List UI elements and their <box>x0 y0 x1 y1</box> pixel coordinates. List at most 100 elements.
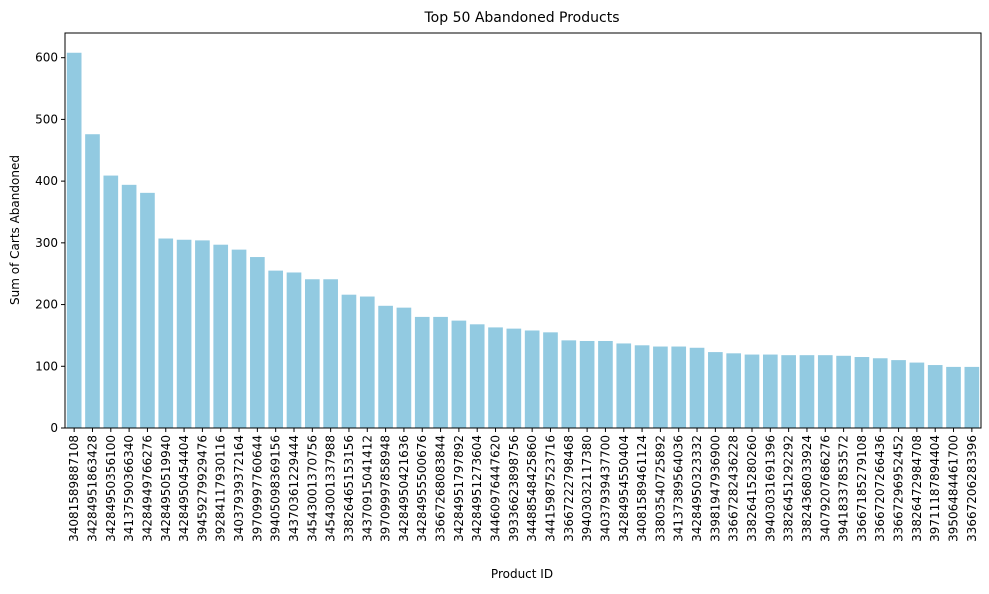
x-tick-label: 33824368033924 <box>800 435 814 542</box>
x-tick-label: 34284951797892 <box>452 435 466 542</box>
x-tick-label: 33667296952452 <box>892 435 906 542</box>
x-tick-label: 34284949766276 <box>140 435 154 542</box>
bar-28 <box>561 340 577 428</box>
x-tick-label: 34037939372164 <box>232 435 246 542</box>
bar-23 <box>469 324 485 428</box>
x-tick-label: 39336623898756 <box>507 435 521 542</box>
bar-22 <box>451 320 467 428</box>
bar-8 <box>195 240 210 429</box>
x-axis-label: Product ID <box>491 567 553 581</box>
x-tick-label: 33667268083844 <box>434 435 448 542</box>
bar-44 <box>854 357 870 428</box>
bar-30 <box>598 340 613 428</box>
x-tick-label: 33667282436228 <box>727 435 741 542</box>
bar-11 <box>250 257 265 428</box>
plot-area <box>64 32 982 429</box>
x-tick-label: 39403031691396 <box>763 435 777 542</box>
bar-6 <box>158 238 174 428</box>
bar-5 <box>140 192 155 428</box>
x-tick-label: 33667206283396 <box>965 435 979 542</box>
x-tick-label: 34079207686276 <box>818 435 832 542</box>
bar-34 <box>671 346 687 428</box>
bar-18 <box>378 305 393 428</box>
bar-9 <box>213 244 229 428</box>
bar-45 <box>872 358 888 428</box>
x-tick-label: 33667185279108 <box>855 435 869 542</box>
bar-40 <box>781 355 796 428</box>
chart-title: Top 50 Abandoned Products <box>424 10 620 26</box>
bar-46 <box>891 360 906 428</box>
bar-3 <box>103 175 119 428</box>
x-tick-label: 33803540725892 <box>653 435 667 542</box>
x-tick-label: 33667222798468 <box>562 435 576 542</box>
bar-20 <box>414 316 430 428</box>
x-tick-label: 33981947936900 <box>708 435 722 542</box>
bar-17 <box>359 296 375 428</box>
x-tick-label: 34284950356100 <box>104 435 118 542</box>
x-tick-label: 34037939437700 <box>598 435 612 542</box>
x-tick-label: 33826451292292 <box>782 435 796 542</box>
bar-39 <box>762 354 778 428</box>
x-axis: 34081589887108 34284951863428 342849503561… <box>67 428 979 542</box>
bar-31 <box>616 343 632 428</box>
y-tick-label: 300 <box>35 236 58 250</box>
bar-2 <box>85 134 100 428</box>
y-axis: 0 100 200 300 400 500 600 <box>35 51 65 435</box>
bar-26 <box>524 330 540 428</box>
x-tick-label: 39284117930116 <box>214 435 228 542</box>
x-tick-label: 34284951863428 <box>85 435 99 542</box>
x-tick-label: 34284955500676 <box>415 435 429 542</box>
bar-50 <box>964 366 980 428</box>
y-tick-label: 100 <box>35 359 58 373</box>
x-tick-label: 39403032117380 <box>580 435 594 542</box>
x-tick-label: 34284951273604 <box>470 435 484 542</box>
bar-24 <box>488 327 503 428</box>
bar-42 <box>817 355 833 428</box>
x-tick-label: 33826415280260 <box>745 435 759 542</box>
x-tick-label: 34284954550404 <box>617 435 631 542</box>
bar-10 <box>231 249 247 428</box>
x-tick-label: 34370361229444 <box>287 435 301 542</box>
x-tick-label: 34081589461124 <box>635 435 649 542</box>
x-tick-label: 39405098369156 <box>269 435 283 542</box>
x-tick-label: 34137590366340 <box>122 435 136 542</box>
bar-32 <box>634 345 650 428</box>
x-tick-label: 34284950519940 <box>159 435 173 542</box>
x-tick-label: 39418337853572 <box>837 435 851 542</box>
bar-49 <box>946 366 961 428</box>
y-tick-label: 0 <box>50 421 58 435</box>
bar-41 <box>799 355 815 428</box>
x-tick-label: 34370915041412 <box>360 435 374 542</box>
x-tick-label: 34081589887108 <box>67 435 81 542</box>
bar-29 <box>579 340 595 428</box>
bar-16 <box>341 294 357 428</box>
x-tick-label: 39459279929476 <box>195 435 209 542</box>
y-tick-label: 400 <box>35 174 58 188</box>
x-tick-label: 34543001337988 <box>324 435 338 542</box>
bar-33 <box>653 346 668 428</box>
x-tick-label: 39709997858948 <box>379 435 393 542</box>
x-tick-label: 33826465153156 <box>342 435 356 542</box>
bar-27 <box>543 332 558 428</box>
x-tick-label: 39711187894404 <box>928 435 942 542</box>
bar-19 <box>396 307 412 428</box>
x-tick-label: 34284950323332 <box>690 435 704 542</box>
bar-35 <box>689 347 705 428</box>
x-tick-label: 34284950454404 <box>177 435 191 542</box>
bar-47 <box>909 362 925 428</box>
bar-4 <box>121 184 137 428</box>
bar-48 <box>927 365 943 428</box>
x-tick-label: 34284950421636 <box>397 435 411 542</box>
x-tick-label: 39709997760644 <box>250 435 264 542</box>
x-tick-label: 34137389564036 <box>672 435 686 542</box>
bar-15 <box>323 279 338 428</box>
bar-25 <box>506 328 522 428</box>
bar-38 <box>744 354 760 428</box>
x-tick-label: 33826472984708 <box>910 435 924 542</box>
x-tick-label: 34543001370756 <box>305 435 319 542</box>
x-tick-label: 34488548425860 <box>525 435 539 542</box>
bar-7 <box>176 239 192 428</box>
plot-frame <box>64 32 982 429</box>
